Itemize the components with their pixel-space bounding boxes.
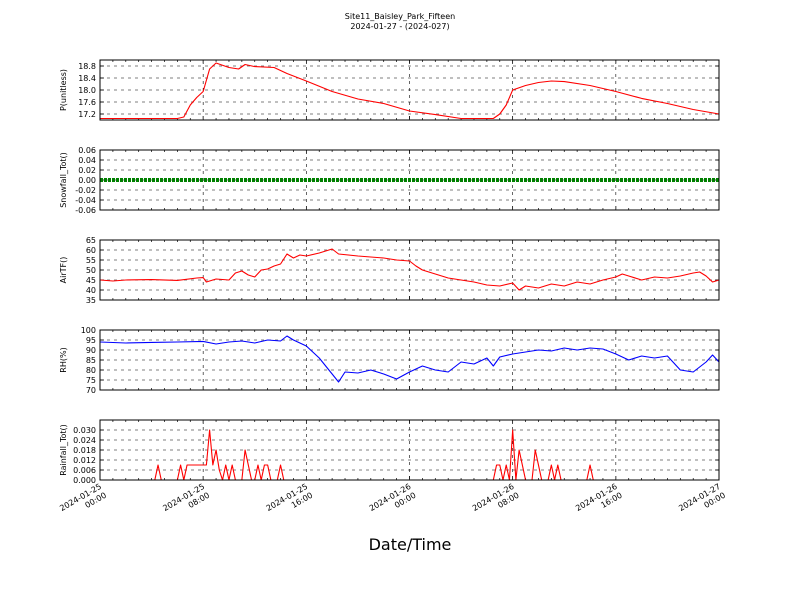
y-tick-label: 0.006 bbox=[73, 466, 96, 475]
chart-subtitle: 2024-01-27 - (2024-027) bbox=[350, 22, 449, 31]
x-axis-label: Date/Time bbox=[369, 535, 452, 554]
y-tick-label: 0.04 bbox=[78, 156, 96, 165]
x-tick-label: 2024-01-2516:00 bbox=[265, 482, 315, 522]
y-axis-label: Snowfall_Tot() bbox=[59, 152, 68, 208]
y-tick-label: 75 bbox=[86, 376, 96, 385]
y-tick-label: 45 bbox=[86, 276, 96, 285]
series-line-3 bbox=[99, 248, 720, 291]
y-tick-label: 85 bbox=[86, 356, 96, 365]
series-line-1 bbox=[100, 62, 720, 120]
y-tick-label: 65 bbox=[86, 236, 96, 245]
y-axis-label: Rainfall_Tot() bbox=[59, 424, 68, 476]
series-line-4 bbox=[99, 335, 720, 383]
panel-frame bbox=[99, 149, 720, 211]
x-tick-label: 2024-01-2500:00 bbox=[58, 482, 108, 522]
y-tick-label: 17.2 bbox=[78, 110, 96, 119]
y-tick-label: -0.04 bbox=[75, 196, 96, 205]
y-tick-label: 0.000 bbox=[73, 476, 96, 485]
y-tick-label: 80 bbox=[86, 366, 96, 375]
x-tick-label: 2024-01-2508:00 bbox=[161, 482, 211, 522]
y-tick-label: 0.018 bbox=[73, 446, 96, 455]
panel-frame bbox=[99, 419, 720, 481]
panel-frame bbox=[99, 59, 720, 121]
y-tick-label: 17.6 bbox=[78, 98, 96, 107]
y-tick-label: 0.012 bbox=[73, 456, 96, 465]
y-tick-label: 18.0 bbox=[78, 86, 96, 95]
y-tick-label: 0.024 bbox=[73, 436, 96, 445]
y-axis-label: AirTF() bbox=[59, 257, 68, 284]
y-tick-label: 60 bbox=[86, 246, 96, 255]
x-tick-labels: 2024-01-2500:00 2024-01-2508:00 2024-01-25… bbox=[58, 482, 727, 522]
y-tick-label: 55 bbox=[86, 256, 96, 265]
y-tick-label: 100 bbox=[81, 326, 96, 335]
y-tick-label: 18.4 bbox=[78, 74, 96, 83]
y-tick-label: 95 bbox=[86, 336, 96, 345]
y-tick-label: -0.02 bbox=[75, 186, 96, 195]
y-tick-label: 35 bbox=[86, 296, 96, 305]
y-tick-label: 50 bbox=[86, 266, 96, 275]
series-line-5 bbox=[100, 429, 719, 481]
panel-frame bbox=[99, 329, 720, 391]
y-tick-label: 0.00 bbox=[78, 176, 96, 185]
x-tick-label: 2024-01-2700:00 bbox=[677, 482, 727, 522]
y-tick-label: 70 bbox=[86, 386, 96, 395]
panel-frame bbox=[99, 239, 720, 301]
y-tick-label: 0.06 bbox=[78, 146, 96, 155]
y-tick-label: -0.06 bbox=[75, 206, 96, 215]
panel-1: 18.8 18.4 18.0 17.6 17.2 P(unitless) bbox=[59, 59, 720, 121]
x-tick-label: 2024-01-2600:00 bbox=[368, 482, 418, 522]
x-tick-label: 2024-01-2608:00 bbox=[471, 482, 521, 522]
panel-2: 0.060.040.020.00-0.02-0.04-0.06 Snowfall_… bbox=[59, 146, 720, 215]
y-axis-label: P(unitless) bbox=[59, 69, 68, 111]
y-tick-label: 0.030 bbox=[73, 426, 96, 435]
x-tick-label: 2024-01-2616:00 bbox=[574, 482, 624, 522]
y-axis-label: RH(%) bbox=[59, 347, 68, 372]
chart-title: Site11_Baisley_Park_Fifteen bbox=[345, 12, 455, 21]
y-tick-label: 0.02 bbox=[78, 166, 96, 175]
panels-group: 18.818.418.017.617.2P(unitless)0.060.040… bbox=[59, 59, 720, 485]
y-tick-label: 90 bbox=[86, 346, 96, 355]
y-tick-label: 18.8 bbox=[78, 62, 96, 71]
y-tick-label: 40 bbox=[86, 286, 96, 295]
